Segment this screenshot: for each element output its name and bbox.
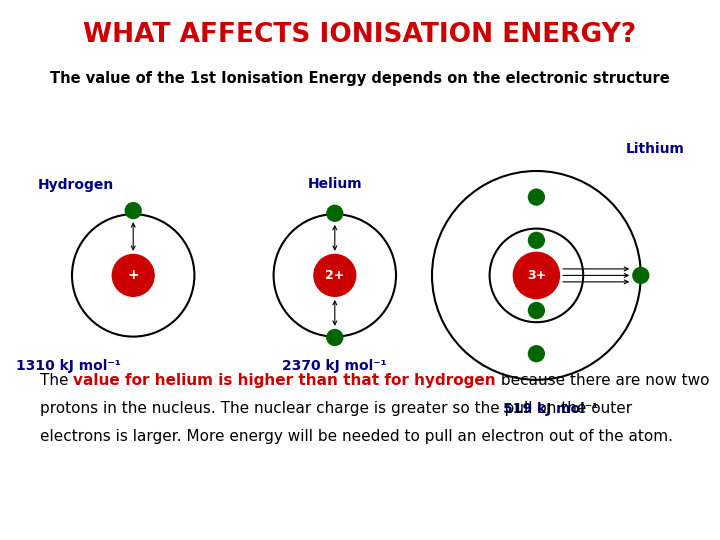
Ellipse shape bbox=[112, 254, 155, 297]
Ellipse shape bbox=[632, 267, 649, 284]
Ellipse shape bbox=[528, 302, 545, 319]
Text: protons in the nucleus. The nuclear charge is greater so the pull on the outer: protons in the nucleus. The nuclear char… bbox=[40, 401, 631, 416]
Text: The: The bbox=[40, 373, 73, 388]
Text: value for helium is higher than that for hydrogen: value for helium is higher than that for… bbox=[73, 373, 495, 388]
Ellipse shape bbox=[513, 252, 560, 299]
Text: Hydrogen: Hydrogen bbox=[37, 178, 114, 192]
Ellipse shape bbox=[313, 254, 356, 297]
Ellipse shape bbox=[528, 232, 545, 249]
Text: 1310 kJ mol⁻¹: 1310 kJ mol⁻¹ bbox=[16, 359, 121, 373]
Text: electrons is larger. More energy will be needed to pull an electron out of the a: electrons is larger. More energy will be… bbox=[40, 429, 672, 444]
Text: +: + bbox=[127, 268, 139, 282]
Text: 519 kJ mol⁻¹: 519 kJ mol⁻¹ bbox=[503, 402, 598, 416]
Text: WHAT AFFECTS IONISATION ENERGY?: WHAT AFFECTS IONISATION ENERGY? bbox=[84, 22, 636, 48]
Ellipse shape bbox=[125, 202, 142, 219]
Text: 3+: 3+ bbox=[527, 269, 546, 282]
Ellipse shape bbox=[528, 345, 545, 362]
Text: 2370 kJ mol⁻¹: 2370 kJ mol⁻¹ bbox=[282, 359, 387, 373]
Text: Lithium: Lithium bbox=[626, 143, 685, 157]
Text: because there are now two: because there are now two bbox=[495, 373, 709, 388]
Text: Helium: Helium bbox=[307, 178, 362, 192]
Text: The value of the 1st Ionisation Energy depends on the electronic structure: The value of the 1st Ionisation Energy d… bbox=[50, 71, 670, 86]
Ellipse shape bbox=[326, 329, 343, 346]
Text: 2+: 2+ bbox=[325, 269, 344, 282]
Ellipse shape bbox=[326, 205, 343, 222]
Ellipse shape bbox=[528, 188, 545, 206]
